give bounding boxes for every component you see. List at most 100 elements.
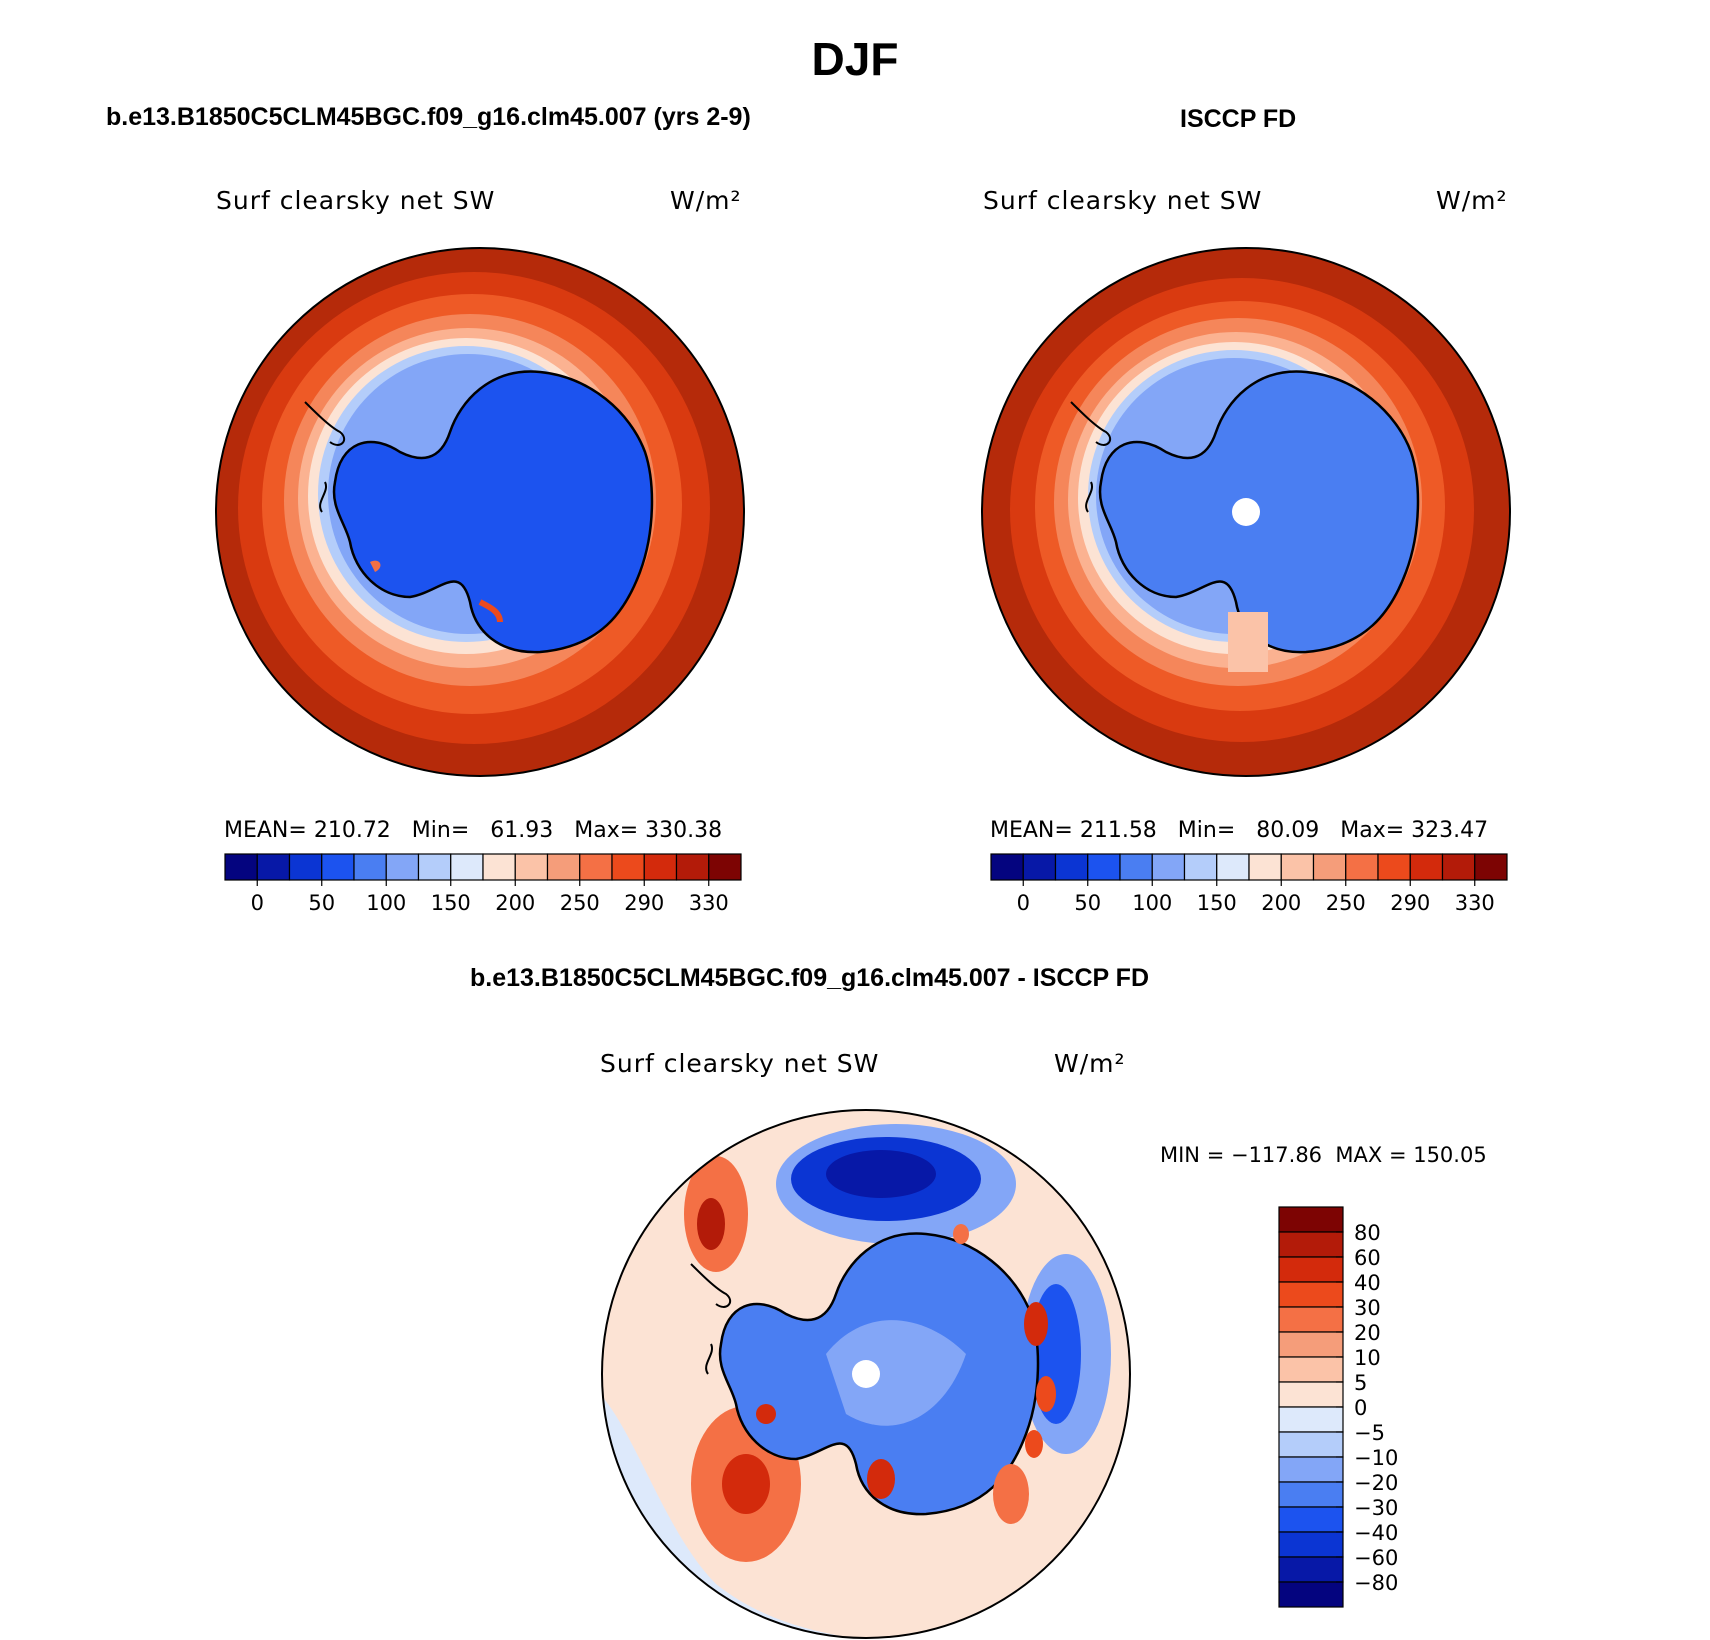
panel-1-max-label: Max= [574, 818, 639, 843]
panel-1-mean-label: MEAN= [224, 818, 307, 843]
colorbar-box [1278, 1256, 1344, 1283]
colorbar-box [1345, 853, 1379, 881]
colorbar-tick-label: −20 [1354, 1471, 1398, 1495]
colorbar-tick-label: 330 [1455, 891, 1495, 915]
colorbar-box [708, 853, 742, 881]
colorbar-box [611, 853, 645, 881]
colorbar-tick-label: 100 [366, 891, 406, 915]
colorbar-box [1278, 1431, 1344, 1458]
panel-2-stats: MEAN= 211.58 Min= 80.09 Max= 323.47 [990, 818, 1488, 843]
panel-2-colorbar: 0 50 100 150 200 250 290 330 [990, 853, 1508, 915]
colorbar-tick-label: 20 [1354, 1321, 1381, 1345]
colorbar-box [1474, 853, 1508, 881]
colorbar-box [450, 853, 484, 881]
colorbar-box [224, 853, 258, 881]
colorbar-box [1280, 853, 1315, 881]
colorbar-box [1278, 1406, 1344, 1433]
colorbar-box [482, 853, 516, 881]
colorbar-box [321, 853, 355, 881]
panel-2-map [981, 247, 1511, 777]
colorbar-tick-label: 250 [1326, 891, 1366, 915]
colorbar-box [1278, 1381, 1344, 1408]
panel-1-max-value: 330.38 [645, 818, 723, 843]
colorbar-tick-label: 200 [1261, 891, 1301, 915]
colorbar-tick-label: −5 [1354, 1421, 1385, 1445]
colorbar-tick-label: 0 [1017, 891, 1030, 915]
colorbar-box [1278, 1506, 1344, 1533]
panel-2-max-value: 323.47 [1411, 818, 1489, 843]
main-title: DJF [811, 33, 899, 85]
colorbar-box [1278, 1206, 1344, 1233]
panel-1-min-value: 61.93 [490, 818, 554, 843]
colorbar-box [288, 853, 323, 881]
colorbar-tick-label: 40 [1354, 1271, 1381, 1295]
colorbar-tick-label: −60 [1354, 1546, 1398, 1570]
colorbar-box [1278, 1481, 1344, 1508]
panel-1-stats: MEAN= 210.72 Min= 61.93 Max= 330.38 [224, 818, 722, 843]
colorbar-box [1377, 853, 1411, 881]
colorbar-box [1087, 853, 1121, 881]
colorbar-tick-label: −80 [1354, 1571, 1398, 1595]
panel-2-units: W/m² [1436, 186, 1508, 215]
colorbar-tick-label: 250 [560, 891, 600, 915]
panel-2-variable: Surf clearsky net SW [983, 186, 1263, 215]
colorbar-tick-label: 150 [1197, 891, 1237, 915]
colorbar-tick-label: 30 [1354, 1296, 1381, 1320]
colorbar-box [417, 853, 452, 881]
colorbar-tick-label: 5 [1354, 1371, 1367, 1395]
diff-variable: Surf clearsky net SW [600, 1049, 880, 1078]
colorbar-tick-label: 330 [689, 891, 729, 915]
panel-1-colorbar: 0 50 100 150 200 250 290 330 [224, 853, 742, 915]
colorbar-box [1278, 1556, 1344, 1583]
panel-2-mean-label: MEAN= [990, 818, 1073, 843]
panel-2-heading: ISCCP FD [1180, 105, 1297, 133]
colorbar-tick-label: 50 [308, 891, 335, 915]
colorbar-box [1278, 1456, 1344, 1483]
colorbar-box [1022, 853, 1057, 881]
panel-1-mean-value: 210.72 [313, 818, 391, 843]
colorbar-box [579, 853, 613, 881]
panel-2-min-value: 80.09 [1256, 818, 1320, 843]
panel-1-map [215, 247, 745, 777]
panel-1-variable: Surf clearsky net SW [216, 186, 496, 215]
panel-2-max-label: Max= [1340, 818, 1405, 843]
panel-2-min-label: Min= [1177, 818, 1236, 843]
colorbar-tick-label: 200 [495, 891, 535, 915]
colorbar-box [546, 853, 581, 881]
colorbar-box [1119, 853, 1153, 881]
colorbar-box [1278, 1581, 1344, 1608]
colorbar-tick-label: −10 [1354, 1446, 1398, 1470]
colorbar-box [1278, 1306, 1344, 1333]
colorbar-tick-label: 290 [1390, 891, 1430, 915]
colorbar-box [1278, 1531, 1344, 1558]
colorbar-tick-label: −30 [1354, 1496, 1398, 1520]
colorbar-box [990, 853, 1024, 881]
colorbar-box [256, 853, 291, 881]
colorbar-box [1151, 853, 1186, 881]
colorbar-box [1248, 853, 1282, 881]
colorbar-box [1278, 1231, 1344, 1258]
colorbar-box [1183, 853, 1218, 881]
colorbar-box [675, 853, 710, 881]
colorbar-box [353, 853, 387, 881]
colorbar-box [1216, 853, 1250, 881]
colorbar-tick-label: 10 [1354, 1346, 1381, 1370]
panel-2-mean-value: 211.58 [1079, 818, 1157, 843]
colorbar-box [1409, 853, 1444, 881]
colorbar-tick-label: 100 [1132, 891, 1172, 915]
colorbar-tick-label: 0 [1354, 1396, 1367, 1420]
colorbar-box [643, 853, 678, 881]
diff-units: W/m² [1054, 1049, 1126, 1078]
panel-1-min-label: Min= [411, 818, 470, 843]
colorbar-tick-label: 0 [251, 891, 264, 915]
diff-minmax: MIN = −117.86 MAX = 150.05 [1160, 1143, 1487, 1167]
colorbar-tick-label: 60 [1354, 1246, 1381, 1270]
colorbar-tick-label: 290 [624, 891, 664, 915]
colorbar-tick-label: −40 [1354, 1521, 1398, 1545]
colorbar-tick-label: 150 [431, 891, 471, 915]
colorbar-box [1278, 1281, 1344, 1308]
panel-1-heading: b.e13.B1850C5CLM45BGC.f09_g16.clm45.007 … [106, 103, 751, 131]
colorbar-tick-label: 50 [1074, 891, 1101, 915]
colorbar-box [1312, 853, 1347, 881]
